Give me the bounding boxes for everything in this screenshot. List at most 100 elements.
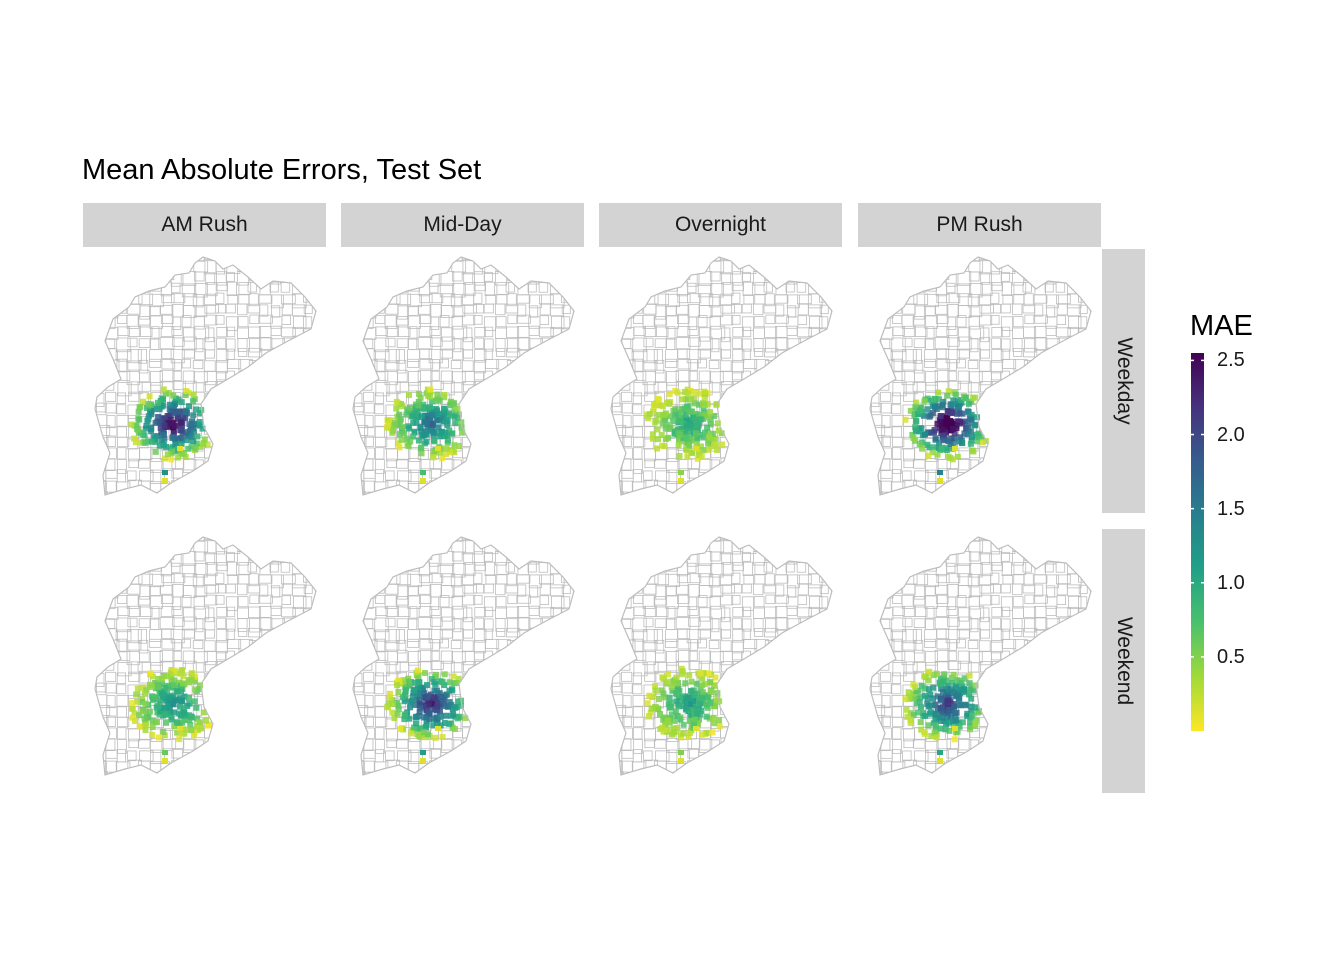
census-tract [203, 481, 216, 494]
census-tract [325, 761, 326, 775]
census-tract [956, 283, 972, 298]
census-tract [140, 783, 152, 793]
station-error-cell [146, 393, 153, 400]
census-tract [495, 706, 509, 721]
census-tract [621, 671, 633, 682]
census-tract [271, 358, 281, 368]
census-tract [518, 682, 532, 694]
census-tract [643, 470, 653, 482]
station-error-cell [426, 701, 433, 708]
census-tract [1090, 502, 1100, 513]
census-tract [313, 706, 316, 716]
census-tract [215, 459, 229, 470]
station-error-cell [912, 404, 919, 411]
census-tract [363, 391, 375, 402]
census-tract [474, 617, 485, 629]
census-tract [830, 552, 832, 562]
census-tract [676, 540, 688, 555]
station-error-cell [433, 397, 440, 404]
census-tract [128, 738, 139, 749]
census-tract [666, 370, 679, 386]
census-tract [385, 771, 400, 775]
census-tract [353, 271, 356, 283]
census-tract [313, 426, 316, 436]
station-error-cell [915, 411, 922, 418]
census-tract [484, 760, 496, 770]
census-tract [551, 738, 565, 754]
station-error-cell [677, 438, 684, 445]
station-error-cell [937, 470, 943, 475]
station-error-cell [926, 413, 933, 420]
station-error-cell [420, 750, 426, 755]
census-tract [572, 358, 574, 370]
census-tract [924, 271, 934, 285]
census-tract [315, 337, 316, 349]
station-error-cell [394, 682, 401, 689]
station-error-cell [129, 714, 136, 721]
station-error-cell [683, 422, 690, 429]
census-tract [430, 783, 440, 791]
station-error-cell [654, 426, 661, 433]
census-tract [258, 617, 273, 631]
census-tract [314, 458, 316, 469]
census-tract [1090, 293, 1091, 306]
census-tract [611, 617, 620, 631]
station-error-cell [412, 720, 419, 727]
station-error-cell [446, 720, 453, 727]
census-tract [776, 393, 789, 404]
census-tract [551, 470, 564, 482]
station-error-cell [196, 443, 203, 450]
census-tract [396, 293, 412, 306]
census-tract [1001, 492, 1011, 495]
census-tract [719, 481, 732, 494]
census-tract [687, 562, 697, 574]
census-tract [83, 436, 93, 445]
census-tract [819, 458, 832, 471]
census-tract [787, 504, 799, 513]
census-tract [764, 347, 779, 358]
census-tract [786, 491, 801, 495]
census-tract [653, 316, 668, 326]
station-error-cell [170, 681, 177, 688]
station-error-cell [148, 428, 155, 435]
station-error-cell [652, 401, 659, 408]
census-tract [561, 448, 571, 463]
census-tract [269, 371, 280, 382]
station-error-cell [441, 391, 448, 398]
census-tract [483, 316, 497, 331]
census-tract [353, 606, 363, 616]
census-tract [407, 358, 420, 368]
station-error-cell [694, 455, 701, 462]
census-tract [891, 415, 904, 427]
census-tract [538, 282, 549, 293]
census-tract [496, 414, 507, 427]
census-tract [573, 682, 574, 695]
station-error-cell [427, 386, 434, 393]
census-tract [967, 382, 980, 393]
station-error-cell [424, 682, 431, 689]
station-error-cell [429, 412, 436, 419]
census-tract [248, 573, 259, 587]
station-error-cell [434, 391, 441, 398]
census-tract [484, 468, 499, 478]
census-tract [440, 761, 453, 775]
station-error-cell [170, 428, 177, 435]
census-tract [991, 481, 1005, 491]
census-tract [159, 649, 175, 663]
census-tract [550, 392, 563, 403]
census-tract [384, 282, 397, 293]
station-error-cell [689, 450, 696, 457]
census-tract [561, 271, 574, 283]
census-tract [117, 315, 128, 324]
census-tract [676, 584, 690, 595]
census-tract [106, 550, 119, 562]
census-tract [353, 448, 362, 459]
census-tract [1035, 480, 1050, 492]
census-tract [882, 502, 892, 513]
census-tract [225, 628, 235, 640]
census-tract [138, 359, 149, 374]
census-tract [353, 272, 363, 286]
census-tract [528, 294, 542, 309]
census-tract [819, 348, 829, 358]
station-error-cell [191, 420, 198, 427]
